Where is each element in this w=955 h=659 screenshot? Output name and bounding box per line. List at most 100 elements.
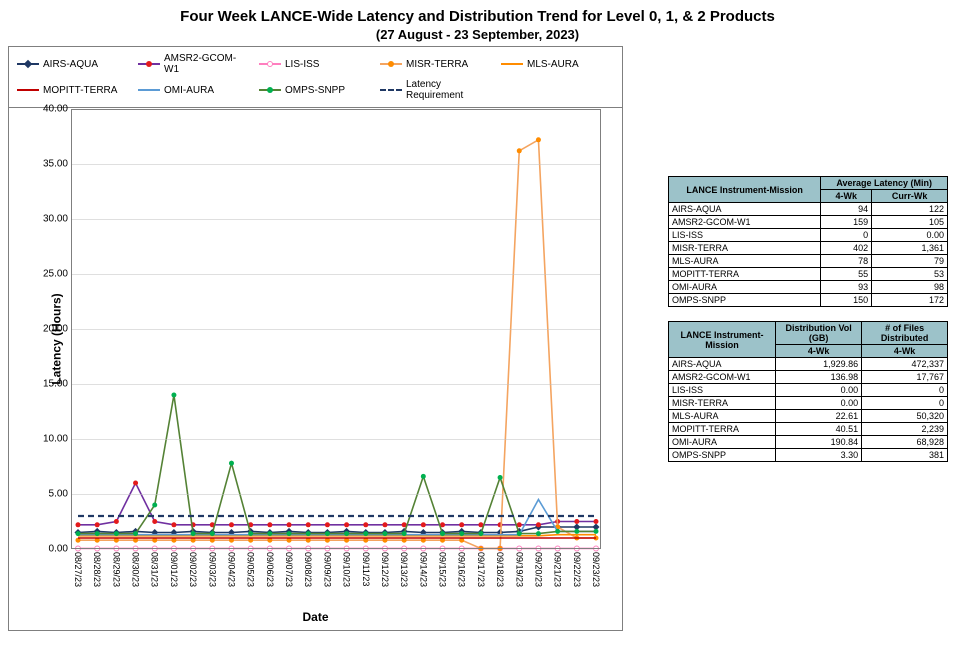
series-marker bbox=[594, 519, 599, 524]
title-block: Four Week LANCE-Wide Latency and Distrib… bbox=[8, 8, 947, 42]
legend-label: OMI-AURA bbox=[164, 85, 214, 96]
series-marker bbox=[574, 529, 579, 534]
table-row: MOPITT-TERRA5553 bbox=[669, 268, 948, 281]
cell-value: 150 bbox=[821, 294, 872, 307]
legend-swatch bbox=[259, 89, 281, 91]
cell-label: MLS-AURA bbox=[669, 410, 776, 423]
legend-label: MISR-TERRA bbox=[406, 59, 468, 70]
x-tick: 08/30/23 bbox=[131, 548, 141, 587]
series-marker bbox=[306, 531, 311, 536]
series-marker bbox=[536, 137, 541, 142]
y-tick: 0.00 bbox=[49, 544, 72, 555]
cell-value: 93 bbox=[821, 281, 872, 294]
series-marker bbox=[229, 461, 234, 466]
legend-swatch bbox=[380, 89, 402, 91]
cell-label: MOPITT-TERRA bbox=[669, 268, 821, 281]
series-marker bbox=[325, 531, 330, 536]
series-marker bbox=[555, 529, 560, 534]
x-tick: 09/04/23 bbox=[226, 548, 236, 587]
legend-item: MLS-AURA bbox=[501, 53, 614, 75]
y-tick: 40.00 bbox=[43, 104, 72, 115]
cell-value: 2,239 bbox=[862, 423, 948, 436]
series-line bbox=[78, 395, 596, 534]
series-marker bbox=[191, 531, 196, 536]
table-row: OMPS-SNPP3.30381 bbox=[669, 449, 948, 462]
cell-value: 17,767 bbox=[862, 371, 948, 384]
series-marker bbox=[114, 519, 119, 524]
x-tick: 09/22/23 bbox=[572, 548, 582, 587]
table-row: OMI-AURA190.8468,928 bbox=[669, 436, 948, 449]
table-row: AMSR2-GCOM-W1159105 bbox=[669, 216, 948, 229]
legend-swatch bbox=[259, 63, 281, 65]
series-marker bbox=[421, 474, 426, 479]
series-marker bbox=[95, 522, 100, 527]
cell-value: 3.30 bbox=[776, 449, 862, 462]
cell-value: 122 bbox=[872, 203, 948, 216]
y-tick: 25.00 bbox=[43, 269, 72, 280]
cell-label: LIS-ISS bbox=[669, 229, 821, 242]
cell-value: 172 bbox=[872, 294, 948, 307]
x-tick: 09/11/23 bbox=[361, 548, 371, 586]
legend-swatch bbox=[380, 63, 402, 65]
legend-label: AMSR2-GCOM-W1 bbox=[164, 53, 251, 75]
series-marker bbox=[459, 531, 464, 536]
series-marker bbox=[517, 531, 522, 536]
cell-value: 0 bbox=[821, 229, 872, 242]
cell-label: OMPS-SNPP bbox=[669, 294, 821, 307]
series-marker bbox=[248, 531, 253, 536]
x-tick: 09/10/23 bbox=[342, 548, 352, 587]
series-marker bbox=[517, 148, 522, 153]
gridline bbox=[72, 384, 601, 385]
series-marker bbox=[594, 529, 599, 534]
cell-value: 0 bbox=[862, 384, 948, 397]
cell-value: 472,337 bbox=[862, 358, 948, 371]
series-marker bbox=[363, 522, 368, 527]
cell-value: 0.00 bbox=[776, 397, 862, 410]
cell-value: 53 bbox=[872, 268, 948, 281]
cell-label: AMSR2-GCOM-W1 bbox=[669, 371, 776, 384]
gridline bbox=[72, 494, 601, 495]
legend-label: OMPS-SNPP bbox=[285, 85, 345, 96]
chart-title: Four Week LANCE-Wide Latency and Distrib… bbox=[8, 8, 947, 25]
x-tick: 09/19/23 bbox=[514, 548, 524, 587]
y-axis-label: Latency (Hours) bbox=[50, 293, 64, 384]
t2-h-instrument: LANCE Instrument-Mission bbox=[669, 322, 776, 358]
cell-value: 55 bbox=[821, 268, 872, 281]
t1-h-group: Average Latency (Min) bbox=[821, 177, 948, 190]
cell-label: AIRS-AQUA bbox=[669, 358, 776, 371]
gridline bbox=[72, 439, 601, 440]
series-marker bbox=[421, 522, 426, 527]
cell-label: AIRS-AQUA bbox=[669, 203, 821, 216]
x-tick: 09/12/23 bbox=[380, 548, 390, 587]
cell-value: 159 bbox=[821, 216, 872, 229]
x-tick: 08/31/23 bbox=[150, 548, 160, 587]
table-row: MLS-AURA7879 bbox=[669, 255, 948, 268]
legend-item: OMI-AURA bbox=[138, 79, 251, 101]
table-row: LIS-ISS0.000 bbox=[669, 384, 948, 397]
cell-label: MLS-AURA bbox=[669, 255, 821, 268]
cell-value: 98 bbox=[872, 281, 948, 294]
cell-value: 0.00 bbox=[776, 384, 862, 397]
series-marker bbox=[306, 522, 311, 527]
series-marker bbox=[478, 531, 483, 536]
cell-value: 78 bbox=[821, 255, 872, 268]
legend-item: MISR-TERRA bbox=[380, 53, 493, 75]
cell-label: LIS-ISS bbox=[669, 384, 776, 397]
legend-swatch bbox=[138, 63, 160, 65]
x-tick: 09/07/23 bbox=[284, 548, 294, 587]
table-row: OMI-AURA9398 bbox=[669, 281, 948, 294]
latency-table: LANCE Instrument-Mission Average Latency… bbox=[668, 176, 948, 307]
cell-value: 402 bbox=[821, 242, 872, 255]
cell-value: 136.98 bbox=[776, 371, 862, 384]
series-marker bbox=[402, 531, 407, 536]
series-marker bbox=[133, 531, 138, 536]
gridline bbox=[72, 164, 601, 165]
cell-label: OMI-AURA bbox=[669, 436, 776, 449]
cell-value: 1,361 bbox=[872, 242, 948, 255]
legend-item: AMSR2-GCOM-W1 bbox=[138, 53, 251, 75]
side-tables: LANCE Instrument-Mission Average Latency… bbox=[668, 176, 948, 476]
cell-value: 22.61 bbox=[776, 410, 862, 423]
series-marker bbox=[536, 522, 541, 527]
series-marker bbox=[287, 531, 292, 536]
cell-label: OMPS-SNPP bbox=[669, 449, 776, 462]
